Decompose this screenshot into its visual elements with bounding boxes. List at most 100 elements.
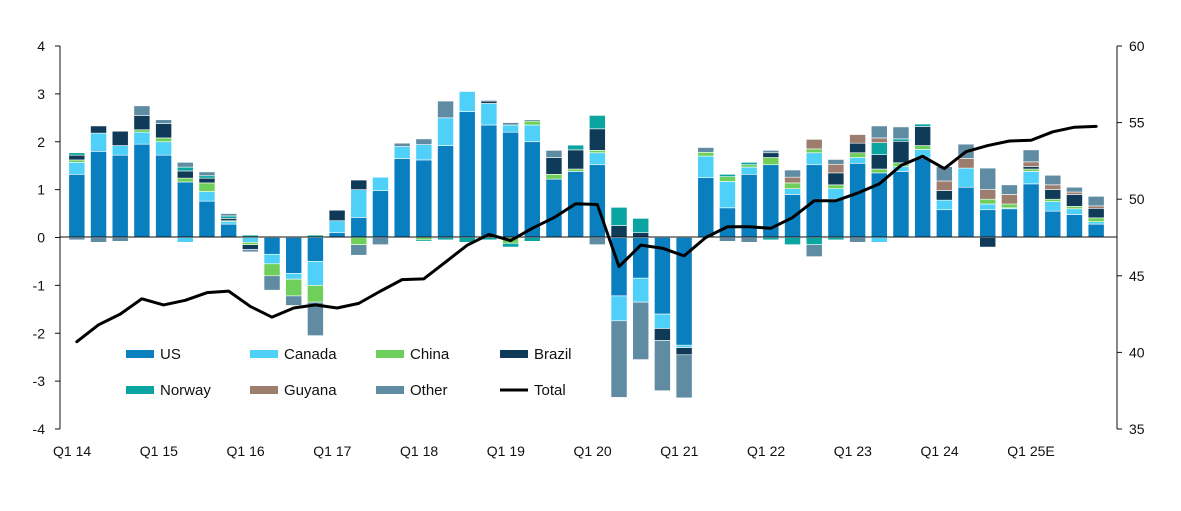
bar-china-16	[415, 237, 433, 241]
bar-china-31	[740, 164, 758, 168]
bar-brazil-13	[350, 179, 368, 190]
legend-label-other: Other	[410, 382, 448, 399]
bar-us-22	[545, 178, 563, 238]
bar-china-13	[350, 237, 368, 245]
bar-us-47	[1087, 223, 1105, 238]
bar-other-1	[90, 237, 107, 243]
bar-canada-31	[740, 166, 758, 175]
x-tick-label: Q1 14	[53, 443, 91, 459]
bar-norway-17	[437, 237, 454, 241]
bar-other-20	[502, 122, 519, 126]
bar-norway-21	[523, 237, 541, 242]
bar-us-21	[523, 141, 541, 238]
bar-other-10	[285, 295, 303, 306]
right-tick-label: 55	[1129, 115, 1145, 131]
bar-canada-25	[610, 295, 628, 322]
left-tick-label: -4	[33, 421, 46, 437]
bar-brazil-36	[849, 142, 866, 154]
bar-other-42	[979, 167, 997, 190]
bar-guyana-35	[827, 163, 845, 174]
bar-us-38	[892, 171, 910, 238]
bar-canada-42	[979, 203, 997, 211]
legend-label-guyana: Guyana	[284, 382, 337, 399]
legend-swatch-guyana	[250, 386, 278, 394]
bar-other-36	[849, 237, 866, 243]
bar-norway-0	[68, 152, 86, 156]
bar-us-42	[979, 209, 997, 238]
bar-us-26	[632, 237, 650, 279]
bar-canada-37	[870, 237, 888, 243]
bar-us-43	[1001, 208, 1018, 238]
bar-guyana-36	[849, 134, 866, 144]
bar-china-9	[263, 263, 281, 277]
bar-other-30	[719, 237, 736, 242]
bar-us-16	[415, 159, 433, 238]
bar-brazil-44	[1022, 166, 1040, 170]
bar-guyana-33	[784, 176, 801, 184]
bar-canada-12	[328, 220, 346, 234]
bar-brazil-3	[133, 115, 151, 131]
bar-other-14	[372, 237, 389, 245]
bar-us-41	[957, 186, 975, 238]
x-tick-label: Q1 24	[921, 443, 959, 459]
bar-brazil-45	[1044, 189, 1062, 200]
bar-china-45	[1044, 198, 1062, 202]
bar-china-44	[1022, 168, 1040, 172]
bar-guyana-40	[936, 180, 953, 191]
bar-guyana-44	[1022, 161, 1040, 167]
bar-brazil-47	[1087, 208, 1105, 219]
bar-other-45	[1044, 174, 1062, 186]
bar-norway-26	[632, 218, 650, 234]
bar-us-40	[936, 209, 953, 238]
bar-canada-28	[675, 344, 693, 348]
bar-canada-29	[697, 155, 715, 178]
bar-guyana-47	[1087, 205, 1105, 209]
bar-canada-6	[198, 191, 216, 202]
bar-norway-6	[198, 175, 216, 179]
bar-norway-25	[610, 207, 628, 226]
bar-other-19	[480, 99, 498, 102]
bar-brazil-25	[610, 225, 628, 238]
bar-norway-24	[589, 115, 606, 130]
bar-china-6	[198, 182, 216, 192]
bar-brazil-12	[328, 209, 346, 222]
bar-other-4	[155, 119, 172, 124]
bar-brazil-27	[654, 328, 671, 341]
bar-us-9	[263, 237, 281, 255]
bar-brazil-46	[1066, 194, 1083, 207]
bar-other-21	[523, 119, 541, 122]
bar-canada-13	[350, 189, 368, 218]
bar-canada-8	[242, 237, 259, 243]
bar-brazil-40	[936, 190, 953, 201]
right-tick-label: 60	[1129, 38, 1145, 54]
bar-canada-7	[220, 221, 237, 225]
bar-norway-16	[415, 239, 433, 242]
bar-china-47	[1087, 217, 1105, 222]
bar-canada-19	[480, 103, 498, 126]
bar-us-24	[589, 164, 606, 238]
bar-other-11	[307, 301, 324, 336]
bar-us-39	[914, 157, 931, 238]
bar-us-46	[1066, 214, 1083, 238]
bar-us-19	[480, 124, 498, 238]
x-tick-label: Q1 21	[660, 443, 698, 459]
bar-china-46	[1066, 206, 1083, 210]
left-tick-label: -2	[33, 325, 46, 341]
bar-brazil-19	[480, 100, 498, 104]
x-tick-label: Q1 22	[747, 443, 785, 459]
bar-china-3	[133, 129, 151, 133]
left-tick-label: 0	[37, 230, 45, 246]
bar-guyana-41	[957, 158, 975, 169]
bar-other-24	[589, 237, 606, 245]
bar-other-37	[870, 125, 888, 139]
bar-china-32	[762, 157, 780, 166]
bar-us-44	[1022, 183, 1040, 238]
bar-brazil-35	[827, 172, 845, 186]
bar-china-23	[567, 168, 584, 172]
bar-norway-20	[502, 242, 519, 248]
bar-other-38	[892, 126, 910, 140]
left-tick-label: 1	[37, 182, 45, 198]
bar-china-0	[68, 159, 86, 163]
legend-label-total: Total	[534, 382, 566, 399]
